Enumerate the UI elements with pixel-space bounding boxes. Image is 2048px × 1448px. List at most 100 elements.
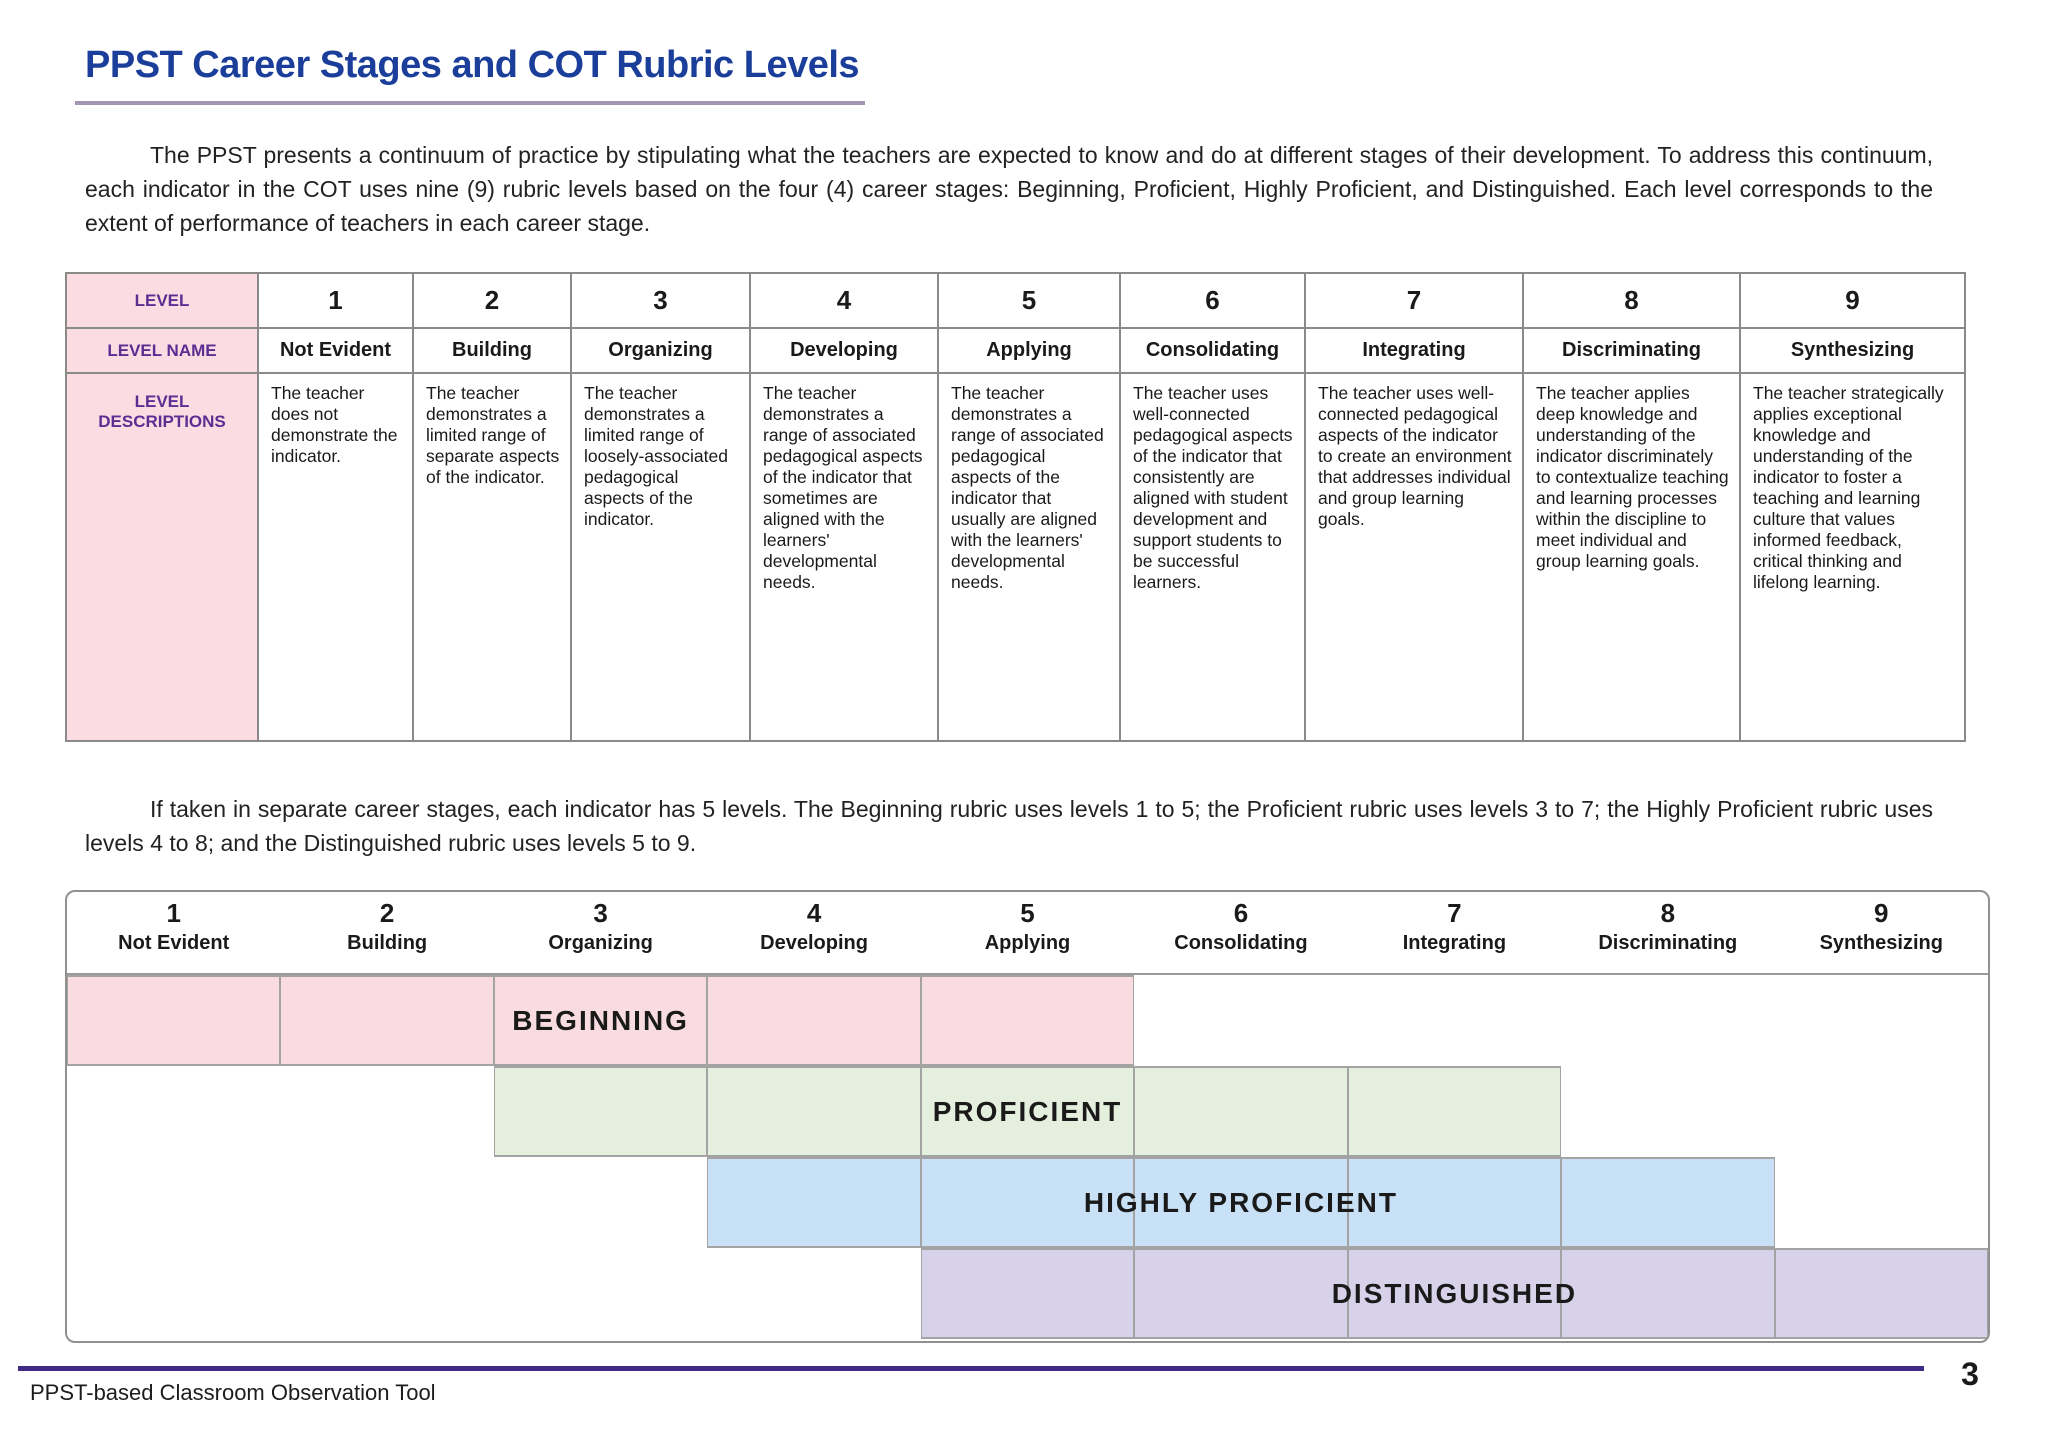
proficient-cell-4 (707, 1066, 921, 1157)
stage-band-row-highly-proficient: HIGHLY PROFICIENT (67, 1157, 1988, 1248)
stage-band-row-proficient: PROFICIENT (67, 1066, 1988, 1157)
level-name-2: Building (412, 327, 572, 374)
distinguished-cell-8 (1561, 1248, 1775, 1339)
level-name-8: Discriminating (1522, 327, 1741, 374)
distinguished-cell-2 (280, 1248, 493, 1339)
highly-proficient-cell-9 (1775, 1157, 1988, 1248)
diagram-level-name-7: Integrating (1402, 932, 1507, 954)
diagram-level-number-7: 7 (1447, 898, 1462, 928)
highly-proficient-cell-2 (280, 1157, 493, 1248)
distinguished-cell-5 (920, 1248, 1135, 1339)
level-description-8: The teacher applies deep knowledge and u… (1522, 372, 1741, 742)
diagram-level-number-2: 2 (379, 898, 395, 928)
level-name-6: Consolidating (1119, 327, 1306, 374)
proficient-cell-5 (920, 1066, 1135, 1157)
level-name-7: Integrating (1304, 327, 1524, 374)
footer-divider (18, 1366, 1924, 1371)
highly-proficient-cell-4 (707, 1157, 921, 1248)
row-label-level: LEVEL (65, 272, 259, 329)
diagram-level-name-8: Discriminating (1598, 932, 1738, 954)
page-number: 3 (1961, 1356, 1979, 1392)
level-number-6: 6 (1119, 272, 1306, 329)
title-underline (75, 101, 865, 105)
level-description-6: The teacher uses well-connected pedagogi… (1119, 372, 1306, 742)
diagram-level-number-6: 6 (1233, 898, 1249, 928)
diagram-level-number-5: 5 (1020, 898, 1035, 928)
intro-paragraph: The PPST presents a continuum of practic… (85, 142, 1933, 236)
level-number-4: 4 (749, 272, 939, 329)
row-label-level-name: LEVEL NAME (65, 327, 259, 374)
level-number-7: 7 (1304, 272, 1524, 329)
beginning-cell-7 (1348, 975, 1561, 1066)
level-description-1: The teacher does not demonstrate the ind… (257, 372, 414, 742)
beginning-cell-9 (1775, 975, 1988, 1066)
highly-proficient-cell-1 (67, 1157, 280, 1248)
level-name-9: Synthesizing (1739, 327, 1966, 374)
highly-proficient-cell-8 (1561, 1157, 1775, 1248)
rubric-table: LEVEL 1 2 3 4 5 6 7 8 9 LEVEL NAME Not Evident Build… (65, 272, 1966, 742)
diagram-level-name-9: Synthesizing (1819, 932, 1943, 954)
page-title: PPST Career Stages and COT Rubric Levels (85, 44, 860, 86)
level-name-3: Organizing (570, 327, 751, 374)
level-description-5: The teacher demonstrates a range of asso… (937, 372, 1121, 742)
diagram-level-name-2: Building (347, 932, 428, 954)
diagram-level-names: Not Evident Building Organizing Developing A… (67, 932, 1988, 975)
level-name-1: Not Evident (257, 327, 414, 374)
proficient-cell-3 (493, 1066, 708, 1157)
level-number-5: 5 (937, 272, 1121, 329)
beginning-cell-1 (67, 975, 281, 1066)
diagram-level-number-4: 4 (806, 898, 822, 928)
highly-proficient-cell-6 (1134, 1157, 1348, 1248)
proficient-cell-2 (280, 1066, 493, 1157)
level-name-4: Developing (749, 327, 939, 374)
distinguished-cell-4 (707, 1248, 920, 1339)
proficient-cell-8 (1561, 1066, 1774, 1157)
diagram-level-name-3: Organizing (548, 932, 653, 954)
diagram-level-name-5: Applying (984, 932, 1071, 954)
stage-diagram: 1 2 3 4 5 6 7 8 9 Not Evident Building Organizing De… (65, 890, 1990, 1343)
proficient-cell-6 (1134, 1066, 1348, 1157)
stage-band-row-beginning: BEGINNING (67, 975, 1988, 1066)
distinguished-cell-6 (1134, 1248, 1348, 1339)
level-description-9: The teacher strategically applies except… (1739, 372, 1966, 742)
level-number-2: 2 (412, 272, 572, 329)
diagram-level-number-1: 1 (166, 898, 181, 928)
beginning-cell-3 (493, 975, 708, 1066)
beginning-cell-8 (1561, 975, 1774, 1066)
highly-proficient-cell-3 (494, 1157, 707, 1248)
stage-band-row-distinguished: DISTINGUISHED (67, 1248, 1988, 1339)
distinguished-cell-1 (67, 1248, 280, 1339)
level-number-3: 3 (570, 272, 751, 329)
proficient-cell-1 (67, 1066, 280, 1157)
footer-title: PPST-based Classroom Observation Tool (30, 1380, 436, 1405)
beginning-cell-2 (280, 975, 494, 1066)
diagram-level-number-8: 8 (1660, 898, 1676, 928)
distinguished-cell-3 (494, 1248, 707, 1339)
level-description-3: The teacher demonstrates a limited range… (570, 372, 751, 742)
level-description-4: The teacher demonstrates a range of asso… (749, 372, 939, 742)
highly-proficient-cell-5 (920, 1157, 1135, 1248)
diagram-level-number-3: 3 (593, 898, 608, 928)
level-number-9: 9 (1739, 272, 1966, 329)
diagram-level-name-4: Developing (760, 932, 868, 954)
proficient-cell-7 (1347, 1066, 1562, 1157)
beginning-cell-5 (920, 975, 1135, 1066)
level-name-5: Applying (937, 327, 1121, 374)
distinguished-cell-7 (1347, 1248, 1562, 1339)
row-label-level-descriptions: LEVEL DESCRIPTIONS (65, 372, 259, 742)
level-description-row: LEVEL DESCRIPTIONS The teacher does not d… (65, 372, 1966, 742)
rubric-note-paragraph: If taken in separate career stages, each… (85, 796, 1933, 856)
highly-proficient-cell-7 (1347, 1157, 1562, 1248)
level-number-1: 1 (257, 272, 414, 329)
level-description-7: The teacher uses well-connected pedagogi… (1304, 372, 1524, 742)
level-description-2: The teacher demonstrates a limited range… (412, 372, 572, 742)
diagram-level-numbers: 1 2 3 4 5 6 7 8 9 (67, 892, 1988, 932)
level-name-row: LEVEL NAME Not Evident Building Organizing D… (65, 327, 1966, 374)
beginning-cell-4 (707, 975, 921, 1066)
level-number-row: LEVEL 1 2 3 4 5 6 7 8 9 (65, 272, 1966, 329)
diagram-level-number-9: 9 (1874, 898, 1889, 928)
proficient-cell-9 (1775, 1066, 1988, 1157)
diagram-level-name-1: Not Evident (118, 932, 230, 954)
beginning-cell-6 (1134, 975, 1347, 1066)
